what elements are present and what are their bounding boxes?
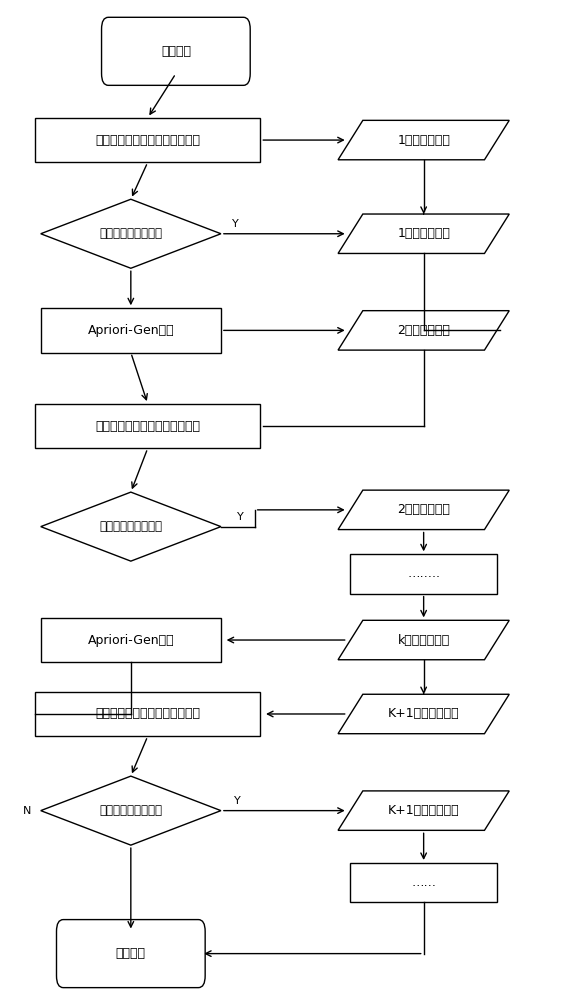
Bar	[41, 308, 221, 353]
Polygon shape	[338, 214, 509, 253]
Bar	[35, 118, 260, 162]
Bar	[350, 554, 497, 594]
Text: 2阶候选项目集: 2阶候选项目集	[397, 324, 450, 337]
Text: 是否大于最小支持度: 是否大于最小支持度	[99, 227, 162, 240]
Text: 算法开始: 算法开始	[161, 45, 191, 58]
Text: Apriori-Gen运算: Apriori-Gen运算	[88, 324, 174, 337]
Bar	[41, 618, 221, 662]
Text: 1阶频繁项目集: 1阶频繁项目集	[397, 227, 450, 240]
Polygon shape	[338, 311, 509, 350]
Bar	[350, 863, 497, 902]
Polygon shape	[41, 492, 221, 561]
Text: 扫描数据库，对每个项进行计算: 扫描数据库，对每个项进行计算	[95, 134, 200, 147]
Text: Y: Y	[234, 796, 241, 806]
Text: Apriori-Gen运算: Apriori-Gen运算	[88, 634, 174, 647]
Text: ……: ……	[411, 876, 436, 889]
Text: Y: Y	[231, 219, 238, 229]
Polygon shape	[338, 490, 509, 530]
Polygon shape	[338, 791, 509, 830]
Text: 是否大于最小支持度: 是否大于最小支持度	[99, 520, 162, 533]
Bar	[35, 692, 260, 736]
Text: 扫描数据库，对每个项进行计算: 扫描数据库，对每个项进行计算	[95, 420, 200, 433]
Polygon shape	[338, 694, 509, 734]
Polygon shape	[338, 120, 509, 160]
Text: 算法结束: 算法结束	[116, 947, 146, 960]
Text: 2阶频繁项目集: 2阶频繁项目集	[397, 503, 450, 516]
Polygon shape	[41, 199, 221, 268]
Text: K+1阶频繁项目集: K+1阶频繁项目集	[388, 804, 459, 817]
Text: Y: Y	[237, 512, 244, 522]
Text: ……..: ……..	[407, 567, 440, 580]
FancyBboxPatch shape	[57, 920, 205, 988]
Text: k阶频繁项目集: k阶频繁项目集	[398, 634, 450, 647]
FancyBboxPatch shape	[102, 17, 250, 85]
Polygon shape	[338, 620, 509, 660]
Text: 扫描数据库，对每个项进行计算: 扫描数据库，对每个项进行计算	[95, 707, 200, 720]
Text: 1阶候选项目集: 1阶候选项目集	[397, 134, 450, 147]
Text: 是否大于最小支持度: 是否大于最小支持度	[99, 804, 162, 817]
Text: N: N	[23, 806, 31, 816]
Bar	[35, 404, 260, 448]
Polygon shape	[41, 776, 221, 845]
Text: K+1阶候选项目集: K+1阶候选项目集	[388, 707, 459, 720]
